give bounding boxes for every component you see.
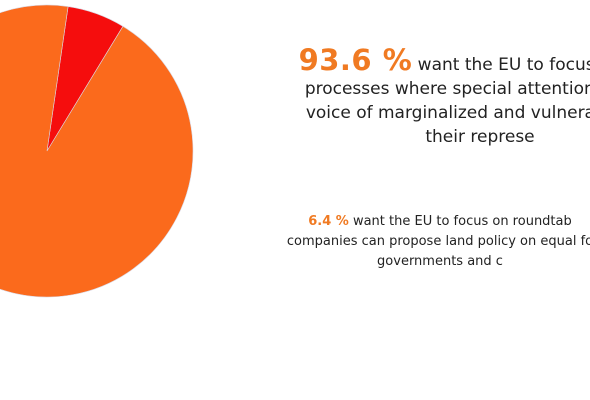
major-annotation-line-1: 93.6 % want the EU to focus on part: [200, 46, 590, 77]
major-percent-label: 93.6 %: [298, 43, 413, 77]
major-annotation-line-3: voice of marginalized and vulnerable gro: [305, 103, 590, 123]
minor-percent-label: 6.4 %: [308, 214, 349, 229]
major-annotation: 93.6 % want the EU to focus on part proc…: [200, 46, 590, 149]
major-annotation-line-4: their represe: [425, 127, 535, 147]
minor-annotation-line-3: governments and c: [377, 254, 503, 269]
minor-annotation: 6.4 % want the EU to focus on roundtab c…: [190, 212, 590, 272]
major-text-1: want the EU to focus on part: [417, 55, 590, 75]
minor-annotation-line-1: 6.4 % want the EU to focus on roundtab: [190, 212, 590, 232]
major-annotation-line-2: processes where special attention is giv…: [304, 79, 590, 99]
minor-annotation-line-2: companies can propose land policy on equ…: [286, 234, 590, 249]
minor-text-1: want the EU to focus on roundtab: [348, 214, 572, 229]
pie-slice-93.6: [0, 4, 194, 298]
pie-chart: [0, 4, 194, 298]
